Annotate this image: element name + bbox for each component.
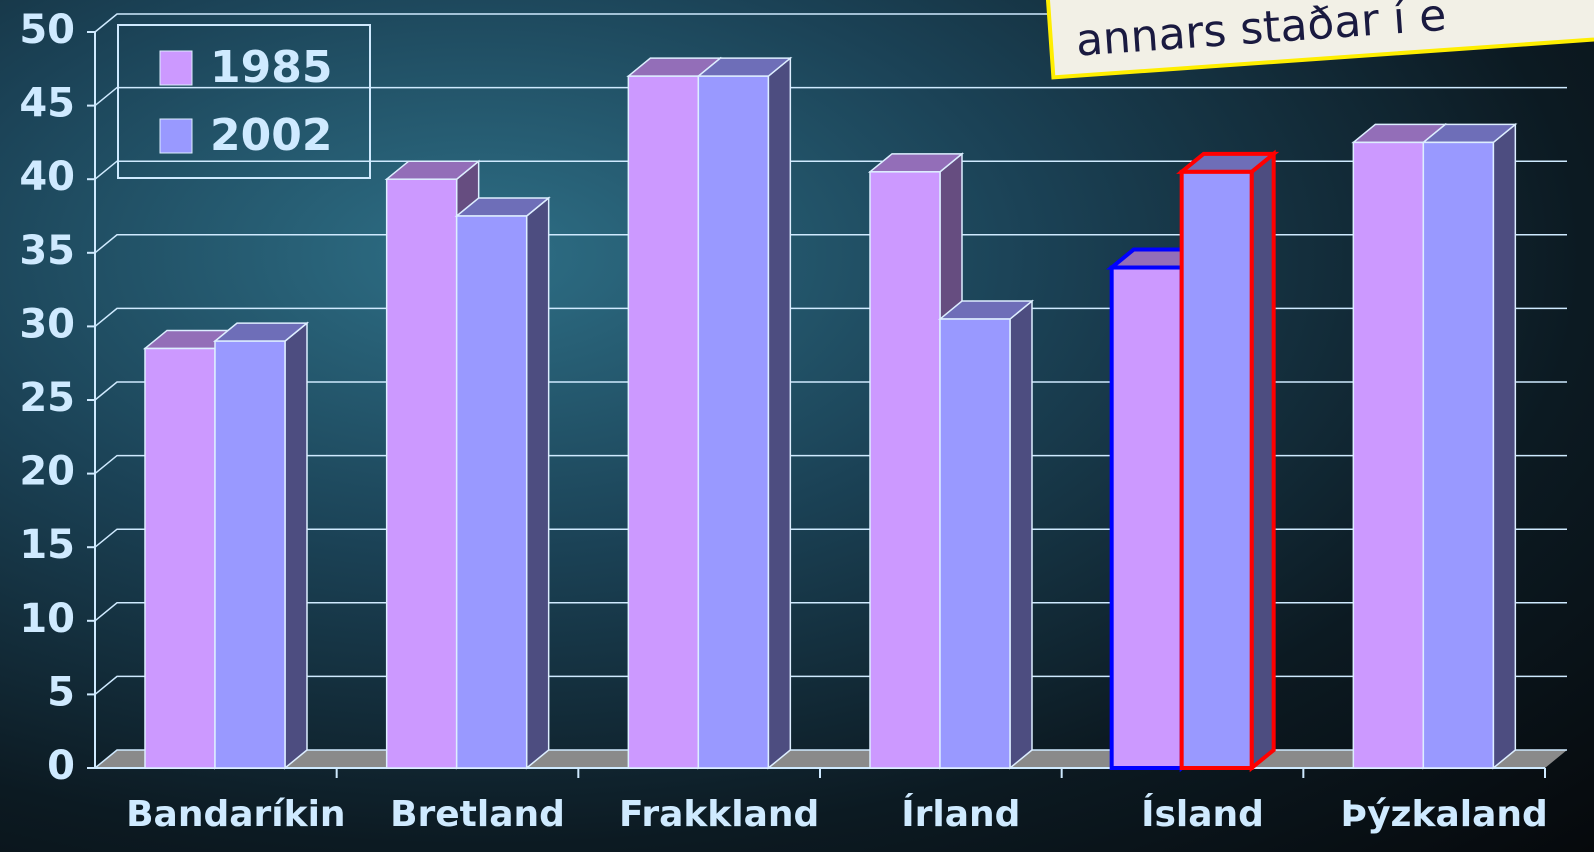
grid-line [94, 528, 1567, 548]
legend-swatch [159, 118, 193, 154]
bar [385, 178, 458, 769]
bar-group [937, 299, 1035, 770]
grid-line [94, 749, 1567, 769]
y-tick-label: 25 [19, 375, 75, 421]
floor [95, 750, 1567, 768]
grid-line [94, 160, 1567, 180]
bar-side [1009, 299, 1033, 770]
bar [144, 347, 216, 769]
y-tick-label: 0 [47, 743, 75, 789]
y-tick-label: 15 [19, 522, 75, 568]
grid-line [94, 675, 1567, 695]
grid-line [94, 307, 1567, 327]
x-tick-label: Írland [901, 793, 1020, 835]
legend-box [117, 24, 371, 179]
y-tick-label: 30 [19, 301, 75, 347]
bar [627, 75, 700, 769]
y-tick-label: 20 [19, 449, 75, 495]
y-tick-label: 40 [19, 154, 75, 200]
bar [1352, 141, 1425, 769]
grid-line [94, 381, 1567, 401]
y-tick-label: 50 [19, 7, 75, 53]
bar [1109, 265, 1184, 770]
bar-group [1421, 122, 1518, 770]
bar [1422, 141, 1495, 769]
y-tick-label: 10 [19, 596, 75, 642]
bar-group [1176, 149, 1280, 773]
legend-label: 1985 [210, 42, 332, 93]
bar-side [1249, 149, 1276, 773]
y-tick-label: 45 [19, 81, 75, 127]
bar [869, 171, 941, 769]
annotation-box: annars staðar í e [1042, 0, 1594, 80]
bar-side [1492, 122, 1517, 770]
legend-swatch [159, 50, 193, 86]
x-tick-label: Bretland [390, 794, 565, 835]
bar [697, 75, 770, 769]
bar [214, 340, 286, 769]
grid-line [94, 234, 1567, 254]
grid-line [94, 602, 1567, 622]
y-tick-label: 5 [47, 669, 75, 715]
x-tick-label: Þýzkaland [1341, 794, 1548, 835]
bar-group [454, 196, 551, 770]
x-tick-label: Ísland [1141, 793, 1264, 835]
y-tick-label: 35 [19, 228, 75, 274]
legend-label: 2002 [210, 110, 332, 161]
bar-side [525, 196, 550, 770]
bar-group [696, 56, 793, 770]
x-tick-label: Bandaríkin [126, 794, 345, 835]
annotation-frame [1042, 0, 1594, 80]
bar-side [284, 321, 308, 770]
bar [1179, 169, 1254, 770]
bar-side [767, 56, 792, 770]
bar [939, 318, 1011, 769]
x-tick-label: Frakkland [619, 794, 819, 835]
bar-group [212, 321, 310, 770]
bar [455, 215, 528, 769]
grid-line [94, 454, 1567, 475]
